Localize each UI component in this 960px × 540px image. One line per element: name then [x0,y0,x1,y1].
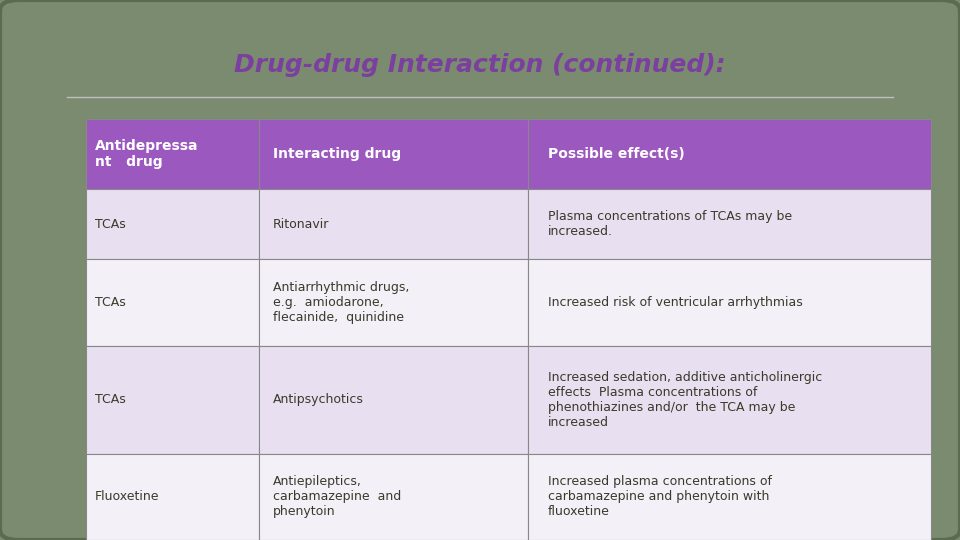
Text: Drug-drug Interaction (continued):: Drug-drug Interaction (continued): [234,53,726,77]
Bar [528,189,931,259]
Text: TCAs: TCAs [95,296,126,309]
Text: Plasma concentrations of TCAs may be
increased.: Plasma concentrations of TCAs may be inc… [548,210,792,238]
Text: Antiepileptics,
carbamazepine  and
phenytoin: Antiepileptics, carbamazepine and phenyt… [273,475,401,518]
Text: Ritonavir: Ritonavir [273,218,329,231]
Bar [86,119,259,189]
Bar [528,454,931,540]
Text: Antipsychotics: Antipsychotics [273,393,364,406]
Bar [528,119,931,189]
Text: Antiarrhythmic drugs,
e.g.  amiodarone,
flecainide,  quinidine: Antiarrhythmic drugs, e.g. amiodarone, f… [273,281,409,324]
Text: Possible effect(s): Possible effect(s) [548,147,684,161]
Bar [259,346,528,454]
Bar [528,346,931,454]
Bar [86,259,259,346]
Bar [528,259,931,346]
Bar [259,454,528,540]
Bar [86,189,259,259]
Text: Interacting drug: Interacting drug [273,147,400,161]
Bar [259,119,528,189]
Text: Increased plasma concentrations of
carbamazepine and phenytoin with
fluoxetine: Increased plasma concentrations of carba… [548,475,772,518]
Bar [86,454,259,540]
Bar [259,189,528,259]
Text: TCAs: TCAs [95,393,126,406]
Text: Antidepressa
nt   drug: Antidepressa nt drug [95,139,199,169]
Text: Increased risk of ventricular arrhythmias: Increased risk of ventricular arrhythmia… [548,296,803,309]
Text: Fluoxetine: Fluoxetine [95,490,159,503]
Text: TCAs: TCAs [95,218,126,231]
Bar [259,259,528,346]
Text: Increased sedation, additive anticholinergic
effects  Plasma concentrations of
p: Increased sedation, additive anticholine… [548,370,823,429]
Bar [86,346,259,454]
